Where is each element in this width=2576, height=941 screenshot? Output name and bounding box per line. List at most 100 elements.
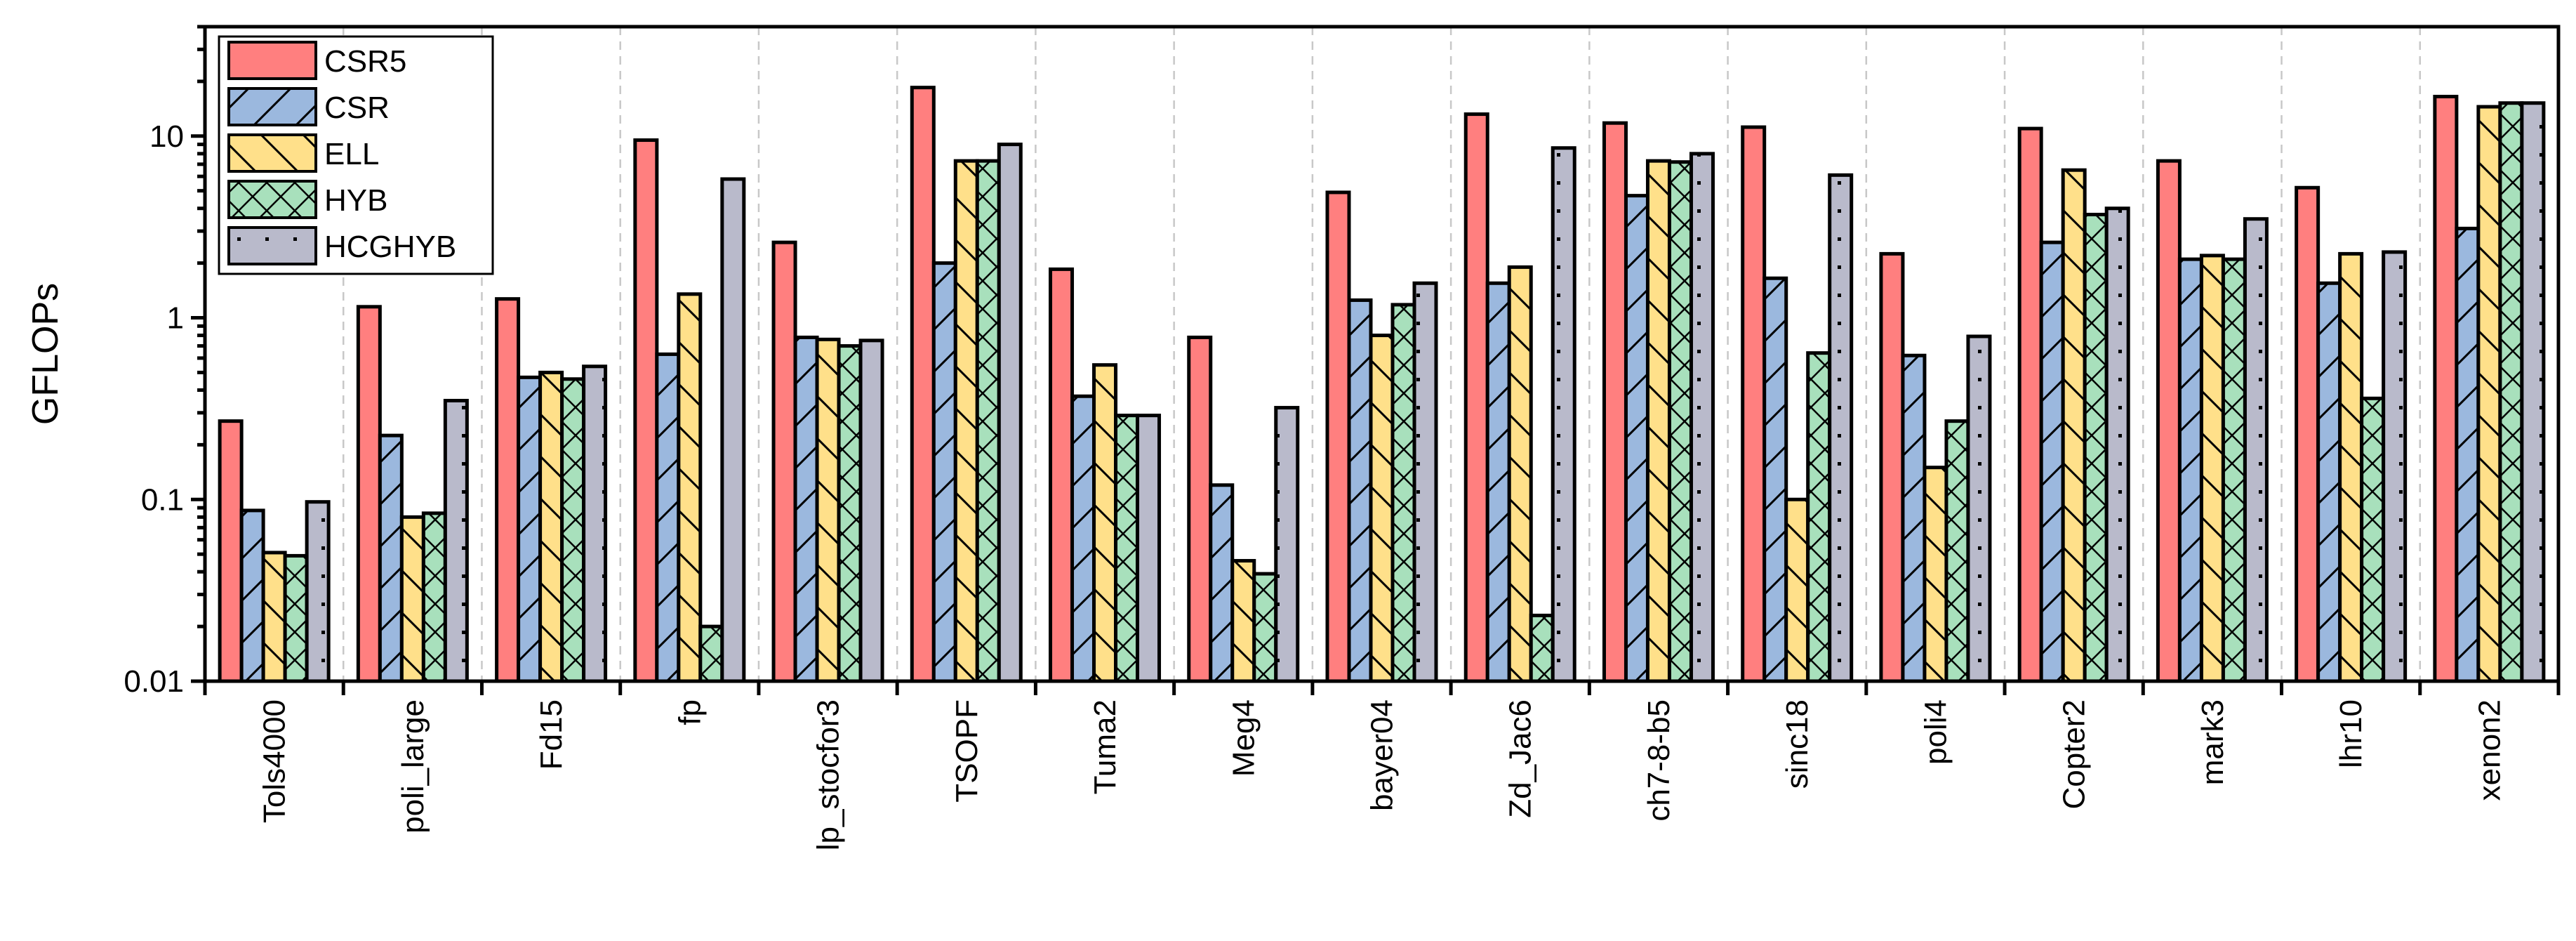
- bar-lp-stocfor3-ell-pattern: [817, 339, 839, 681]
- bar-fp-csr5-fill: [635, 140, 657, 681]
- bar-sinc18-hcghyb: [1828, 173, 1854, 683]
- bar-bayer04-hcghyb: [1412, 281, 1438, 683]
- bar-sinc18-hcghyb-pattern: [1829, 175, 1852, 682]
- bar-fd15-hyb: [560, 377, 586, 683]
- bar-fd15-csr: [517, 375, 543, 683]
- bar-lp-stocfor3-hyb-pattern: [839, 346, 861, 681]
- bar-fp-hcghyb-pattern: [722, 178, 744, 681]
- bar-tols4000-csr-pattern: [241, 510, 264, 681]
- bar-tuma2-csr: [1070, 394, 1096, 683]
- bar-lp-stocfor3-csr-pattern: [795, 337, 818, 681]
- bar-zd-jac6-csr: [1485, 281, 1511, 683]
- bar-tsopf-hcghyb: [997, 143, 1023, 683]
- bar-copter2-csr5: [2017, 126, 2043, 683]
- bar-bayer04-ell-pattern: [1371, 335, 1393, 681]
- bar-sinc18-csr5-fill: [1742, 127, 1765, 681]
- bar-copter2-csr-pattern: [2041, 242, 2064, 681]
- bar-xenon2-hcghyb-pattern: [2521, 103, 2544, 681]
- x-label-copter2: Copter2: [2057, 699, 2092, 810]
- x-label-lhr10: lhr10: [2334, 699, 2368, 768]
- bar-meg4-hyb-pattern: [1254, 574, 1276, 681]
- bar-fd15-hcghyb: [582, 364, 608, 683]
- x-label-mark3: mark3: [2196, 699, 2230, 785]
- bar-poli-large-csr5: [356, 305, 382, 683]
- bar-mark3-ell-pattern: [2201, 255, 2224, 681]
- bar-lhr10-ell-pattern: [2339, 254, 2362, 681]
- x-label-sinc18: sinc18: [1780, 699, 1814, 789]
- bar-fp-csr: [655, 352, 681, 683]
- legend-csr-swatch-outline: [227, 87, 317, 126]
- bar-tsopf-csr: [931, 261, 957, 683]
- bar-mark3-hcghyb: [2243, 217, 2269, 683]
- x-label-tuma2: Tuma2: [1088, 699, 1122, 794]
- category-separators: [342, 27, 2422, 681]
- y-tick-label: 0.01: [124, 664, 184, 699]
- bar-tsopf-csr5: [910, 86, 936, 683]
- bar-poli-large-hcghyb-pattern: [445, 400, 467, 681]
- bar-tuma2-ell: [1092, 363, 1118, 683]
- legend-ell-swatch-outline: [227, 133, 317, 173]
- bar-xenon2-csr: [2455, 226, 2481, 683]
- y-tick-label: 10: [150, 119, 184, 154]
- bar-zd-jac6-csr-pattern: [1487, 283, 1510, 682]
- bar-copter2-hcghyb-pattern: [2106, 208, 2129, 681]
- bar-sinc18-hyb-pattern: [1807, 353, 1830, 681]
- bar-fd15-ell-pattern: [540, 372, 562, 681]
- bar-tols4000-hyb-pattern: [285, 555, 307, 681]
- bar-tols4000-csr5: [218, 419, 244, 683]
- bar-tuma2-csr5-fill: [1050, 269, 1073, 681]
- bar-lhr10-csr5: [2295, 185, 2321, 683]
- bar-tuma2-csr-pattern: [1072, 396, 1094, 681]
- bar-tols4000-ell-pattern: [263, 552, 286, 681]
- bar-tuma2-hyb-pattern: [1115, 415, 1138, 681]
- x-label-ch7-8-b5: ch7-8-b5: [1642, 699, 1676, 822]
- bar-zd-jac6-csr5-fill: [1466, 114, 1488, 682]
- bar-ch7-8-b5-hcghyb-pattern: [1691, 153, 1713, 682]
- bar-zd-jac6-csr5: [1463, 112, 1489, 683]
- bar-xenon2-hcghyb: [2520, 101, 2546, 683]
- x-label-poli-large: poli_large: [396, 699, 430, 834]
- legend-csr5-swatch: [229, 42, 316, 79]
- bar-fd15-csr-pattern: [518, 377, 540, 681]
- bar-mark3-hyb-pattern: [2223, 259, 2245, 681]
- bar-lhr10-hyb: [2360, 396, 2386, 683]
- bar-bayer04-csr5: [1325, 190, 1351, 683]
- bar-bayer04-csr5-fill: [1327, 192, 1349, 682]
- bar-ch7-8-b5-hyb-pattern: [1669, 162, 1692, 681]
- bar-bayer04-hyb: [1390, 303, 1416, 683]
- bar-poli4-ell: [1923, 466, 1948, 683]
- bar-lhr10-hyb-pattern: [2361, 398, 2384, 681]
- bar-copter2-hyb: [2083, 213, 2109, 683]
- bar-sinc18-csr: [1762, 276, 1788, 683]
- bar-poli4-hyb: [1944, 419, 1970, 683]
- bar-ch7-8-b5-ell: [1645, 159, 1671, 683]
- bar-poli-large-ell: [399, 515, 425, 683]
- bar-lhr10-csr5-fill: [2296, 187, 2318, 681]
- bar-meg4-ell-pattern: [1232, 560, 1254, 681]
- bar-zd-jac6-hcghyb-pattern: [1553, 147, 1575, 681]
- legend-ell-label: ELL: [324, 137, 379, 171]
- bar-tsopf-ell: [953, 159, 979, 683]
- bar-bayer04-csr-pattern: [1349, 300, 1371, 682]
- legend-csr-label: CSR: [324, 91, 390, 125]
- bar-fp-csr5: [633, 138, 659, 683]
- bar-xenon2-csr5: [2433, 95, 2459, 683]
- bar-zd-jac6-hyb: [1529, 613, 1555, 683]
- bar-poli-large-csr5-fill: [358, 306, 380, 681]
- bar-tols4000-hcghyb-pattern: [307, 501, 329, 681]
- x-label-poli4: poli4: [1918, 699, 1953, 765]
- bar-lp-stocfor3-hcghyb: [858, 338, 884, 683]
- legend-csr5-label: CSR5: [324, 44, 406, 79]
- bar-fp-ell-pattern: [678, 294, 701, 681]
- bar-lp-stocfor3-csr5-fill: [774, 242, 796, 681]
- bars: [218, 86, 2546, 683]
- bar-lhr10-csr-pattern: [2318, 283, 2340, 682]
- x-label-tols4000: Tols4000: [258, 699, 292, 823]
- bar-xenon2-hyb: [2498, 101, 2524, 683]
- bar-ch7-8-b5-csr5-fill: [1604, 123, 1626, 681]
- x-label-fp: fp: [672, 699, 707, 725]
- bar-copter2-hyb-pattern: [2085, 214, 2107, 681]
- legend-hyb-label: HYB: [324, 183, 387, 218]
- bar-copter2-csr5-fill: [2019, 129, 2042, 682]
- bar-poli-large-csr-pattern: [380, 435, 402, 681]
